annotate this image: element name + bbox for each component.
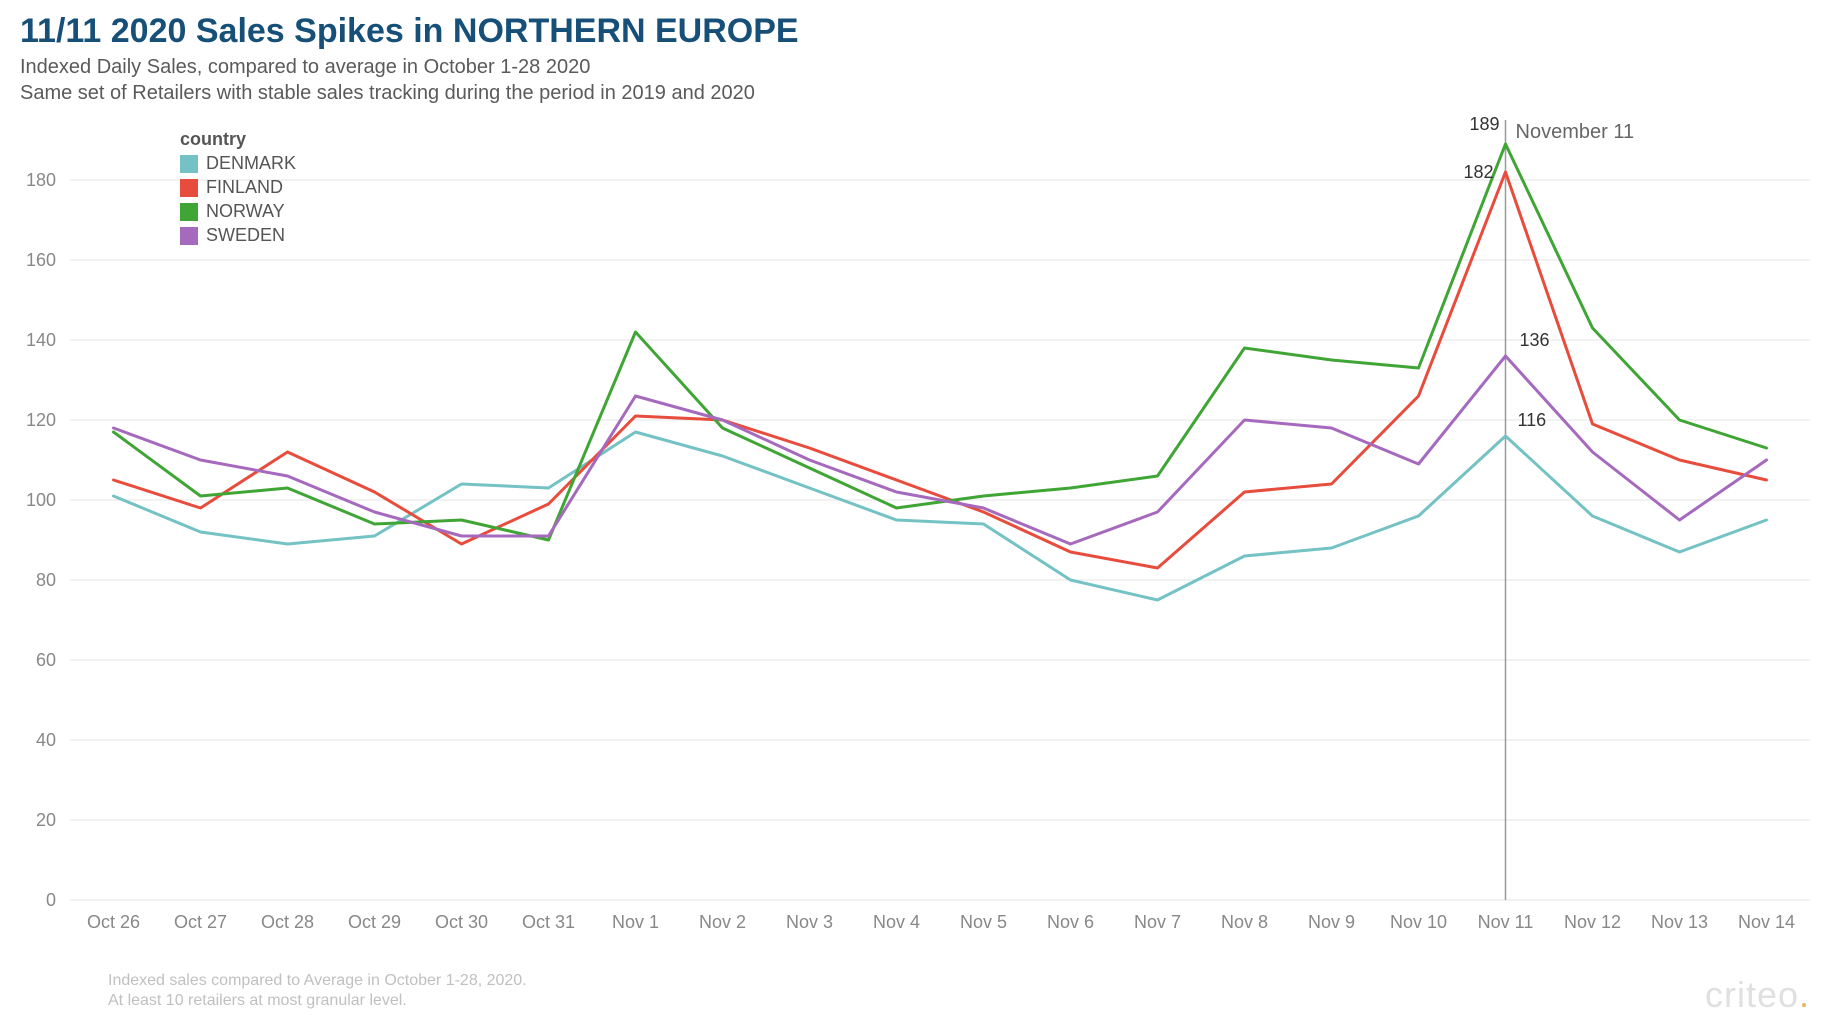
line-chart: 0 20 40 60 80 100 120 140 160 180 Oct 26 Oct 27 Oct … [0, 0, 1840, 1034]
y-tick-label: 180 [26, 170, 56, 190]
x-tick-label: Oct 30 [435, 912, 488, 932]
y-tick-label: 20 [36, 810, 56, 830]
legend-label: NORWAY [206, 201, 285, 221]
peak-label: 189 [1470, 114, 1500, 134]
x-tick-label: Nov 8 [1221, 912, 1268, 932]
x-tick-label: Nov 1 [612, 912, 659, 932]
x-tick-label: Nov 5 [960, 912, 1007, 932]
brand-logo: criteo. [1705, 974, 1810, 1016]
legend-swatch [180, 179, 198, 197]
y-tick-label: 60 [36, 650, 56, 670]
x-tick-label: Nov 3 [786, 912, 833, 932]
series-line-denmark [114, 432, 1767, 600]
peak-label: 182 [1464, 162, 1494, 182]
legend-title: country [180, 129, 246, 149]
legend-swatch [180, 227, 198, 245]
x-tick-label: Oct 28 [261, 912, 314, 932]
x-tick-label: Nov 12 [1564, 912, 1621, 932]
legend-label: DENMARK [206, 153, 296, 173]
peak-label: 136 [1520, 330, 1550, 350]
footnote-1: Indexed sales compared to Average in Oct… [108, 972, 527, 990]
x-tick-label: Nov 2 [699, 912, 746, 932]
y-tick-label: 80 [36, 570, 56, 590]
x-tick-label: Nov 14 [1738, 912, 1795, 932]
legend-swatch [180, 203, 198, 221]
x-tick-label: Nov 10 [1390, 912, 1447, 932]
footnote-2: At least 10 retailers at most granular l… [108, 992, 407, 1010]
x-tick-label: Nov 4 [873, 912, 920, 932]
x-tick-label: Nov 7 [1134, 912, 1181, 932]
legend-label: SWEDEN [206, 225, 285, 245]
y-tick-label: 100 [26, 490, 56, 510]
y-tick-label: 160 [26, 250, 56, 270]
legend-label: FINLAND [206, 177, 283, 197]
y-tick-label: 140 [26, 330, 56, 350]
y-tick-label: 40 [36, 730, 56, 750]
x-tick-label: Nov 6 [1047, 912, 1094, 932]
y-tick-label: 120 [26, 410, 56, 430]
y-tick-label: 0 [46, 890, 56, 910]
x-tick-label: Nov 11 [1478, 912, 1534, 932]
x-tick-label: Nov 13 [1651, 912, 1708, 932]
peak-label: 116 [1518, 410, 1547, 430]
x-tick-label: Oct 31 [522, 912, 575, 932]
x-tick-label: Oct 26 [87, 912, 140, 932]
x-tick-label: Nov 9 [1308, 912, 1355, 932]
annotation-label: November 11 [1516, 121, 1635, 143]
legend-swatch [180, 155, 198, 173]
x-tick-label: Oct 27 [174, 912, 227, 932]
x-tick-label: Oct 29 [348, 912, 401, 932]
